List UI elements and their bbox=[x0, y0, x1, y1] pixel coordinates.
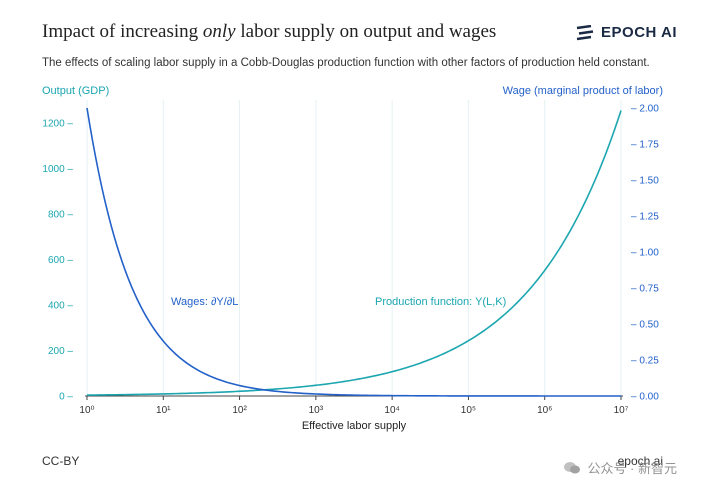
y-right-tick-label: – 1.50 bbox=[631, 176, 659, 187]
y-left-ticks: 0 – 200 – 400 – 600 – 800 – 1000 – 1200 – bbox=[42, 118, 73, 402]
y-left-tick-label: 1200 – bbox=[42, 118, 73, 129]
series-line-wages bbox=[86, 107, 621, 397]
y-left-tick-label: 400 – bbox=[48, 300, 73, 311]
x-tick-label: 10⁵ bbox=[461, 405, 476, 416]
x-axis-label: Effective labor supply bbox=[302, 420, 407, 432]
y-left-tick-label: 200 – bbox=[48, 346, 73, 357]
y-right-tick-label: – 1.75 bbox=[631, 140, 659, 151]
wechat-icon bbox=[564, 461, 581, 473]
x-ticks: 10⁰ 10¹ 10² 10³ 10⁴ 10⁵ 10⁶ 10⁷ bbox=[79, 396, 629, 416]
y-right-tick-label: – 0.50 bbox=[631, 320, 659, 331]
y-axis-left-label: Output (GDP) bbox=[42, 85, 110, 97]
y-left-tick-label: 800 – bbox=[48, 209, 73, 220]
x-tick-label: 10⁴ bbox=[384, 405, 399, 416]
series-line-production-function bbox=[86, 110, 622, 396]
y-right-tick-label: – 1.25 bbox=[631, 212, 659, 223]
epoch-logo-icon bbox=[576, 24, 594, 40]
y-right-tick-label: – 2.00 bbox=[631, 104, 659, 115]
chart-subtitle: The effects of scaling labor supply in a… bbox=[42, 57, 650, 69]
x-tick-label: 10² bbox=[232, 405, 247, 416]
epoch-ai-logo[interactable]: EPOCH AI bbox=[576, 24, 677, 41]
y-right-tick-label: – 0.75 bbox=[631, 284, 659, 295]
wage-series-label: Wages: ∂Y/∂L bbox=[171, 296, 238, 308]
x-tick-label: 10⁷ bbox=[614, 405, 629, 416]
y-axis-right-label: Wage (marginal product of labor) bbox=[502, 85, 663, 97]
y-right-ticks: – 0.00 – 0.25 – 0.50 – 0.75 – 1.00 – 1.25 – 1.… bbox=[631, 104, 659, 403]
output-series-label: Production function: Y(L,K) bbox=[375, 296, 506, 308]
source-url[interactable]: epoch.ai bbox=[617, 454, 663, 468]
brand-name: EPOCH AI bbox=[601, 24, 677, 41]
grid-lines bbox=[85, 100, 623, 397]
chart-title: Impact of increasing only labor supply o… bbox=[42, 21, 497, 42]
license-label: CC-BY bbox=[42, 454, 80, 468]
y-right-tick-label: – 1.00 bbox=[631, 248, 659, 259]
x-tick-label: 10¹ bbox=[156, 405, 171, 416]
y-right-tick-label: – 0.25 bbox=[631, 356, 659, 367]
y-right-tick-label: – 0.00 bbox=[631, 392, 659, 403]
x-tick-label: 10³ bbox=[309, 405, 324, 416]
y-left-tick-label: 600 – bbox=[48, 255, 73, 266]
y-left-tick-label: 1000 – bbox=[42, 164, 73, 175]
watermark-text: 公众号 · 新智元 bbox=[587, 461, 677, 476]
series-lines bbox=[86, 107, 622, 397]
x-tick-label: 10⁰ bbox=[79, 405, 94, 416]
x-tick-label: 10⁶ bbox=[537, 405, 552, 416]
watermark: 公众号 · 新智元 bbox=[563, 458, 677, 477]
y-left-tick-label: 0 – bbox=[59, 392, 73, 403]
